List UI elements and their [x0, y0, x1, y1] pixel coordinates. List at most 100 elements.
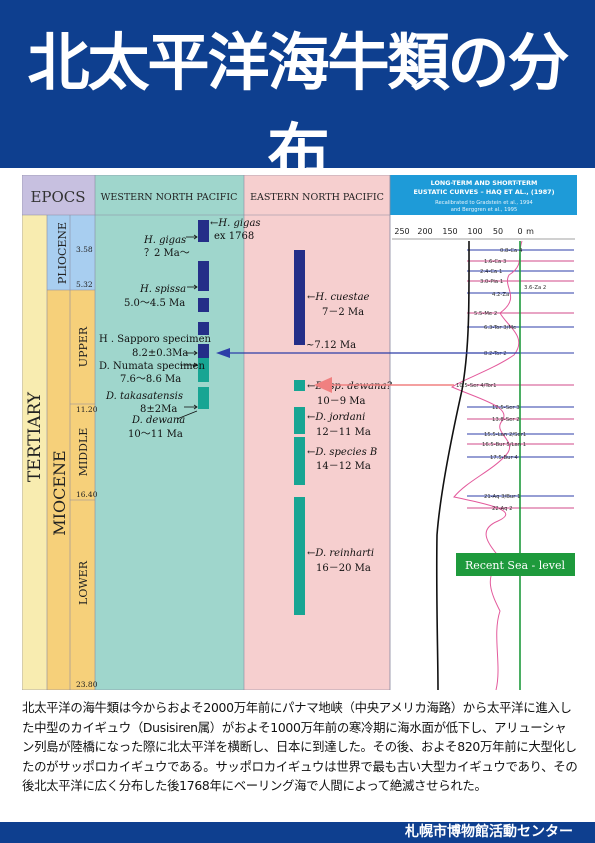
- species-label: H . Sapporo specimen: [99, 334, 212, 345]
- range-bar: [294, 250, 305, 345]
- axis-tick-label: 250: [394, 227, 409, 236]
- age-label: 11.20: [76, 405, 98, 414]
- east-range-bars: [294, 250, 305, 615]
- description-text: 北太平洋の海牛類は今からおよそ2000万年前にパナマ地峡（中央アメリカ海路）から…: [22, 700, 578, 794]
- species-label: D. Numata specimen: [99, 361, 205, 372]
- species-label: 7.6～8.6 Ma: [120, 374, 181, 385]
- miocene-label: MIOCENE: [50, 450, 69, 535]
- upper-label: UPPER: [77, 326, 90, 367]
- age-label: 3.58: [76, 245, 93, 254]
- footer-organization: 札幌市博物館活動センター: [405, 824, 573, 840]
- eustatic-sub-2: and Berggren et al., 1995: [451, 207, 518, 213]
- species-label: ex 1768: [214, 231, 254, 242]
- eustatic-title-2: EUSTATIC CURVES – HAQ ET AL., (1987): [413, 188, 554, 196]
- range-bar: [198, 387, 209, 409]
- species-label: H. spissa: [139, 284, 186, 295]
- eustatic-title-bg: [390, 175, 577, 215]
- pliocene-column: [47, 215, 95, 290]
- lower-label: LOWER: [77, 560, 90, 605]
- species-label: ？2 Ma～: [144, 248, 190, 259]
- recent-sea-level-label: Recent Sea - level: [465, 559, 566, 572]
- grid-lines: [22, 175, 391, 690]
- middle-label: MIDDLE: [77, 428, 90, 477]
- distribution-chart: EPOCS WESTERN NORTH PACIFIC EASTERN NORT…: [22, 175, 577, 690]
- range-bar: [198, 344, 209, 358]
- eustatic-sub-1: Recalibrated to Gradstein et al., 1994: [435, 200, 533, 206]
- sequence-label: 17.5-Bur 4: [490, 455, 518, 461]
- header-banner: 北太平洋海牛類の分布: [0, 0, 595, 189]
- species-label: ←H. gigas: [210, 218, 261, 229]
- sequence-label: 0.8-Ca 4: [500, 248, 523, 254]
- species-label: 12－11 Ma: [316, 427, 371, 438]
- range-bar: [198, 220, 209, 242]
- age-label: 5.32: [76, 280, 93, 289]
- species-label: 5.0～4.5 Ma: [124, 298, 185, 309]
- species-label: D. dewana: [131, 415, 185, 426]
- range-bar: [294, 497, 305, 615]
- species-label: ←D. jordani: [307, 412, 365, 423]
- long-term-curve: [435, 240, 470, 690]
- range-bar: [198, 261, 209, 291]
- sequence-label: 3.6-Za 2: [524, 285, 546, 291]
- species-label: 10－9 Ma: [317, 396, 366, 407]
- axis-tick-label: 0: [517, 227, 522, 236]
- east-labels: ←H. cuestae 7－2 Ma ~7.12 Ma ←D. sp. dewa…: [306, 292, 393, 574]
- range-bar: [294, 437, 305, 485]
- west-column-bg: [95, 175, 244, 690]
- west-header: WESTERN NORTH PACIFIC: [101, 192, 238, 203]
- sequence-label: 15.5-Lan 2/Ser1: [484, 432, 526, 438]
- age-label: 23.80: [76, 680, 98, 689]
- species-label: ←H. cuestae: [307, 292, 370, 303]
- species-label: 8.2±0.3Ma: [132, 348, 188, 359]
- species-label: 7－2 Ma: [322, 307, 364, 318]
- species-label: 16－20 Ma: [316, 563, 371, 574]
- range-bar: [198, 358, 209, 382]
- sequence-label: 8.2-Tor 2: [484, 351, 507, 357]
- eustatic-title-1: LONG-TERM AND SHORT-TERM: [431, 179, 538, 187]
- west-range-bars: [198, 220, 209, 409]
- sequence-label: 13.8-Ser 2: [492, 417, 520, 423]
- axis-tick-label: m: [526, 227, 534, 236]
- page-title: 北太平洋海牛類の分布: [27, 26, 569, 189]
- sequence-label: 3.0-Pia 1: [480, 279, 503, 285]
- epocs-header-bg: [22, 175, 95, 215]
- range-bar: [198, 322, 209, 335]
- range-bar: [198, 298, 209, 312]
- species-label: ←D. sp. dewana?: [307, 381, 393, 392]
- miocene-sub-column: [70, 290, 95, 690]
- tertiary-column: [22, 215, 47, 690]
- range-bar: [294, 407, 305, 434]
- sequence-labels: 0.8-Ca 4 1.6-Ca 3 2.4-Ca 1 3.0-Pia 1 3.6…: [456, 248, 546, 512]
- east-column-bg: [244, 175, 390, 690]
- species-label: D. takasatensis: [105, 391, 183, 402]
- sequence-label: 6.3-Tor 3/Me: [484, 325, 516, 331]
- sequence-label: 1.6-Ca 3: [484, 259, 506, 265]
- tertiary-label: TERTIARY: [25, 391, 45, 482]
- species-label: 14－12 Ma: [316, 461, 371, 472]
- footer-banner: 札幌市博物館活動センター: [0, 822, 595, 843]
- sequence-label: 2.4-Ca 1: [480, 269, 502, 275]
- recent-sea-level-box: [456, 553, 575, 576]
- axis-tick-label: 100: [467, 227, 482, 236]
- west-pointer-arrows: [176, 234, 198, 420]
- sequence-label: 5.5-Me 2: [474, 311, 497, 317]
- species-label: H. gigas: [143, 235, 186, 246]
- pliocene-label: PLIOCENE: [56, 222, 69, 284]
- range-bar: [294, 380, 305, 391]
- chart-canvas: EPOCS WESTERN NORTH PACIFIC EASTERN NORT…: [22, 175, 577, 690]
- sequence-label: 4.2-Za: [492, 292, 509, 298]
- axis-tick-label: 200: [417, 227, 432, 236]
- sequence-label: 10.5-Ser 4/Tor1: [456, 383, 496, 389]
- species-label: ~7.12 Ma: [306, 340, 356, 351]
- species-label: ←D. reinharti: [307, 548, 374, 559]
- axis-tick-label: 150: [442, 227, 457, 236]
- sapporo-arrowhead: [216, 348, 230, 358]
- age-label: 16.40: [76, 490, 98, 499]
- axis-tick-label: 50: [493, 227, 503, 236]
- species-label: 10～11 Ma: [128, 429, 183, 440]
- species-label: 8±2Ma: [140, 404, 177, 415]
- epocs-label: EPOCS: [30, 188, 85, 206]
- sequence-label: 21-Aq 3/Bur 1: [484, 494, 521, 500]
- miocene-column: [47, 215, 70, 690]
- eustatic-axis: 250 200 150 100 50 0 m: [394, 227, 534, 236]
